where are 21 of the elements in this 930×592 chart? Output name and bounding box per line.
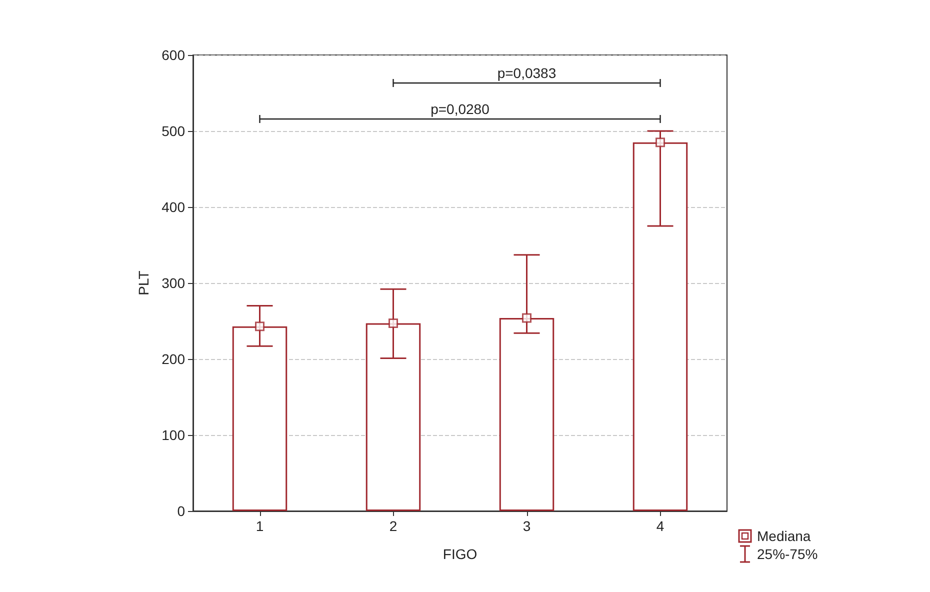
point [656,138,665,148]
point [522,313,532,323]
y-tick-label: 300 [162,275,186,291]
x-tick-label: 1 [256,518,264,534]
y-tick-label: 100 [162,427,186,443]
y-tick-label: 200 [162,351,186,367]
x-tick-label: 3 [522,518,531,534]
y-tick-label: 500 [162,123,186,139]
point [255,322,264,332]
point [388,318,398,328]
y-axis-title: PLT [136,270,152,296]
y-tick-label: 400 [162,199,186,215]
annotation: p=0,0383 [497,65,556,81]
y-tick-label: 600 [162,47,186,63]
legend-label: 25%-75% [757,546,818,562]
legend-label: Mediana [757,528,811,544]
annotation: p=0,0280 [430,101,490,117]
x-tick-label: 2 [389,518,398,534]
x-axis-title: FIGO [442,546,478,562]
y-tick-label: 0 [177,503,186,519]
x-tick-label: 4 [656,518,664,534]
